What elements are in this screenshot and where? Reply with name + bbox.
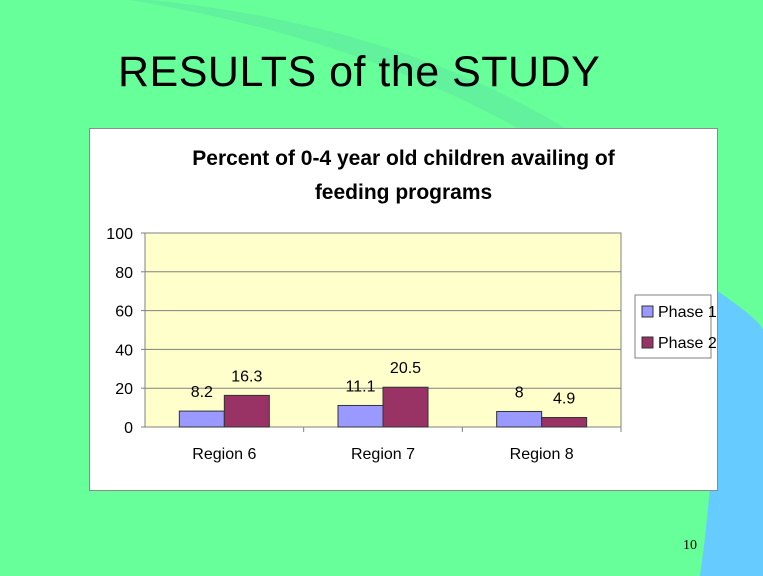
data-label: 16.3 — [231, 368, 262, 385]
bar-phase-2 — [541, 416, 588, 428]
legend-swatch — [641, 336, 654, 349]
data-label: 11.1 — [346, 378, 376, 395]
data-label: 8 — [515, 384, 524, 401]
legend-label: Phase 1 — [658, 304, 717, 321]
bar-chart: 0 20 40 60 80 100 8.2 16.3 Region 6 11.1 20.5 Regio… — [106, 226, 717, 463]
bar-phase-2 — [382, 386, 429, 428]
y-tick-label: 0 — [124, 420, 133, 437]
bar-phase-1 — [496, 410, 543, 428]
y-tick-label: 40 — [115, 342, 133, 359]
slide-title: RESULTS of the STUDY — [118, 48, 601, 96]
x-tick-label: Region 6 — [192, 446, 256, 463]
data-label: 4.9 — [553, 390, 575, 407]
x-tick-label: Region 8 — [510, 446, 574, 463]
y-tick-label: 80 — [115, 265, 133, 282]
data-label: 8.2 — [191, 384, 213, 401]
legend-label: Phase 2 — [658, 335, 717, 352]
chart-container: Percent of 0-4 year old children availin… — [89, 128, 718, 491]
y-tick-label: 20 — [115, 381, 133, 398]
data-label: 20.5 — [390, 360, 421, 377]
bar-phase-2 — [223, 394, 270, 428]
chart-title-line-1: Percent of 0-4 year old children availin… — [192, 147, 615, 170]
legend-swatch — [641, 305, 654, 318]
page-number: 10 — [683, 538, 697, 553]
chart-title-line-2: feeding programs — [314, 181, 493, 204]
x-tick-label: Region 7 — [351, 446, 415, 463]
y-tick-label: 60 — [115, 304, 133, 321]
bar-phase-1 — [337, 404, 384, 428]
bar-phase-1 — [178, 410, 225, 428]
y-tick-label: 100 — [106, 226, 133, 243]
